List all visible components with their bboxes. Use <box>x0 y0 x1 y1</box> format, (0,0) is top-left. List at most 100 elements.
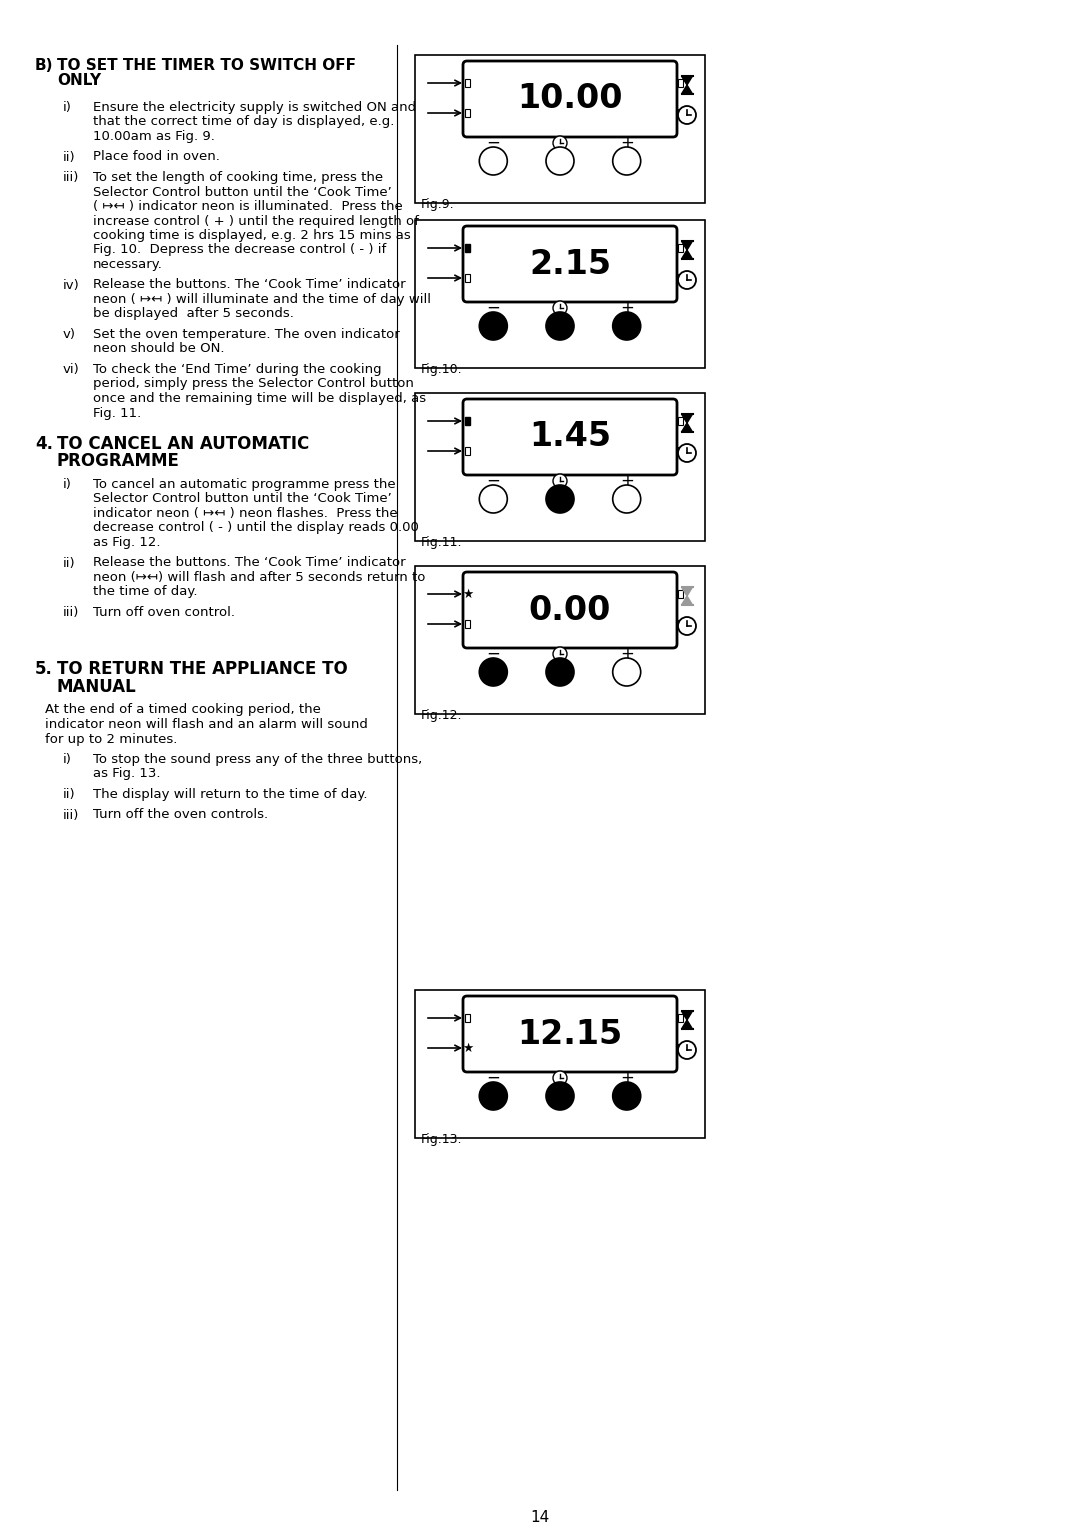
Text: ( ↦↤ ) indicator neon is illuminated.  Press the: ( ↦↤ ) indicator neon is illuminated. Pr… <box>93 200 403 212</box>
Bar <box>465 79 470 87</box>
Text: neon should be ON.: neon should be ON. <box>93 342 225 356</box>
Bar <box>678 274 683 283</box>
Circle shape <box>553 646 567 662</box>
Circle shape <box>678 1041 696 1059</box>
Text: Fig. 10.  Depress the decrease control ( - ) if: Fig. 10. Depress the decrease control ( … <box>93 243 387 257</box>
Circle shape <box>546 659 573 686</box>
Text: Turn off oven control.: Turn off oven control. <box>93 607 235 619</box>
Text: cooking time is displayed, e.g. 2 hrs 15 mins as: cooking time is displayed, e.g. 2 hrs 15… <box>93 229 410 241</box>
Bar <box>465 620 470 628</box>
Text: To stop the sound press any of the three buttons,: To stop the sound press any of the three… <box>93 753 422 766</box>
Text: be displayed  after 5 seconds.: be displayed after 5 seconds. <box>93 307 294 321</box>
Bar <box>465 1015 470 1022</box>
FancyBboxPatch shape <box>415 220 705 368</box>
Text: −: − <box>486 134 500 151</box>
Text: iii): iii) <box>63 808 79 822</box>
Bar <box>678 1044 683 1051</box>
FancyBboxPatch shape <box>415 565 705 714</box>
Circle shape <box>553 136 567 150</box>
Polygon shape <box>681 86 692 95</box>
Circle shape <box>480 312 508 341</box>
Bar <box>465 417 470 425</box>
Text: +: + <box>620 134 634 151</box>
Text: Place food in oven.: Place food in oven. <box>93 150 220 163</box>
Text: indicator neon will flash and an alarm will sound: indicator neon will flash and an alarm w… <box>45 718 368 730</box>
Polygon shape <box>681 414 692 423</box>
Circle shape <box>612 312 640 341</box>
Text: Selector Control button until the ‘Cook Time’: Selector Control button until the ‘Cook … <box>93 185 392 199</box>
Polygon shape <box>681 76 692 86</box>
Polygon shape <box>681 596 692 605</box>
Text: 12.15: 12.15 <box>517 1018 623 1051</box>
Circle shape <box>678 617 696 636</box>
Text: 4.: 4. <box>35 435 53 452</box>
Text: necessary.: necessary. <box>93 258 163 270</box>
Circle shape <box>480 484 508 513</box>
Text: decrease control ( - ) until the display reads 0.00: decrease control ( - ) until the display… <box>93 521 419 535</box>
Text: Set the oven temperature. The oven indicator: Set the oven temperature. The oven indic… <box>93 329 400 341</box>
Text: ★: ★ <box>462 1042 473 1054</box>
Text: 2.15: 2.15 <box>529 248 611 281</box>
Circle shape <box>612 1082 640 1109</box>
Text: 0.00: 0.00 <box>529 593 611 626</box>
Text: +: + <box>620 1070 634 1086</box>
Text: To set the length of cooking time, press the: To set the length of cooking time, press… <box>93 171 383 183</box>
Bar <box>678 417 683 425</box>
Text: MANUAL: MANUAL <box>57 677 137 695</box>
FancyBboxPatch shape <box>415 990 705 1138</box>
Text: ★: ★ <box>462 587 473 601</box>
Bar <box>678 79 683 87</box>
Circle shape <box>546 312 573 341</box>
Text: The display will return to the time of day.: The display will return to the time of d… <box>93 788 367 801</box>
Text: −: − <box>486 1070 500 1086</box>
Circle shape <box>546 1082 573 1109</box>
Text: −: − <box>486 645 500 663</box>
Text: iii): iii) <box>63 171 79 183</box>
Text: ONLY: ONLY <box>57 73 102 89</box>
Bar <box>465 244 470 252</box>
Text: 1.45: 1.45 <box>529 420 611 454</box>
Circle shape <box>480 147 508 176</box>
Polygon shape <box>681 587 692 596</box>
Text: Fig.9.: Fig.9. <box>421 199 455 211</box>
Bar <box>678 1015 683 1022</box>
Text: as Fig. 13.: as Fig. 13. <box>93 767 161 781</box>
Circle shape <box>546 147 573 176</box>
Polygon shape <box>681 1012 692 1021</box>
Text: Fig.10.: Fig.10. <box>421 364 462 376</box>
Text: Release the buttons. The ‘Cook Time’ indicator: Release the buttons. The ‘Cook Time’ ind… <box>93 278 406 292</box>
Polygon shape <box>681 241 692 251</box>
Text: increase control ( + ) until the required length of: increase control ( + ) until the require… <box>93 214 419 228</box>
Circle shape <box>678 445 696 461</box>
Text: neon ( ↦↤ ) will illuminate and the time of day will: neon ( ↦↤ ) will illuminate and the time… <box>93 293 431 306</box>
Circle shape <box>553 474 567 487</box>
Text: +: + <box>620 645 634 663</box>
Text: Turn off the oven controls.: Turn off the oven controls. <box>93 808 268 822</box>
Text: +: + <box>620 299 634 316</box>
Bar <box>465 108 470 118</box>
FancyBboxPatch shape <box>415 393 705 541</box>
FancyBboxPatch shape <box>463 226 677 303</box>
FancyBboxPatch shape <box>463 399 677 475</box>
Circle shape <box>480 1082 508 1109</box>
Bar <box>678 590 683 597</box>
Bar <box>678 108 683 118</box>
Bar <box>678 620 683 628</box>
FancyBboxPatch shape <box>463 61 677 138</box>
Text: To check the ‘End Time’ during the cooking: To check the ‘End Time’ during the cooki… <box>93 364 381 376</box>
Text: as Fig. 12.: as Fig. 12. <box>93 536 161 549</box>
Text: −: − <box>486 299 500 316</box>
Text: At the end of a timed cooking period, the: At the end of a timed cooking period, th… <box>45 703 321 717</box>
Text: −: − <box>486 472 500 490</box>
Circle shape <box>553 1071 567 1085</box>
Circle shape <box>480 659 508 686</box>
Text: 10.00: 10.00 <box>517 83 623 116</box>
Text: Ensure the electricity supply is switched ON and: Ensure the electricity supply is switche… <box>93 101 416 115</box>
FancyBboxPatch shape <box>463 571 677 648</box>
Text: Release the buttons. The ‘Cook Time’ indicator: Release the buttons. The ‘Cook Time’ ind… <box>93 556 406 570</box>
Text: TO SET THE TIMER TO SWITCH OFF: TO SET THE TIMER TO SWITCH OFF <box>57 58 356 73</box>
Text: the time of day.: the time of day. <box>93 585 198 599</box>
Text: indicator neon ( ↦↤ ) neon flashes.  Press the: indicator neon ( ↦↤ ) neon flashes. Pres… <box>93 507 397 520</box>
Polygon shape <box>681 1021 692 1028</box>
Circle shape <box>612 147 640 176</box>
